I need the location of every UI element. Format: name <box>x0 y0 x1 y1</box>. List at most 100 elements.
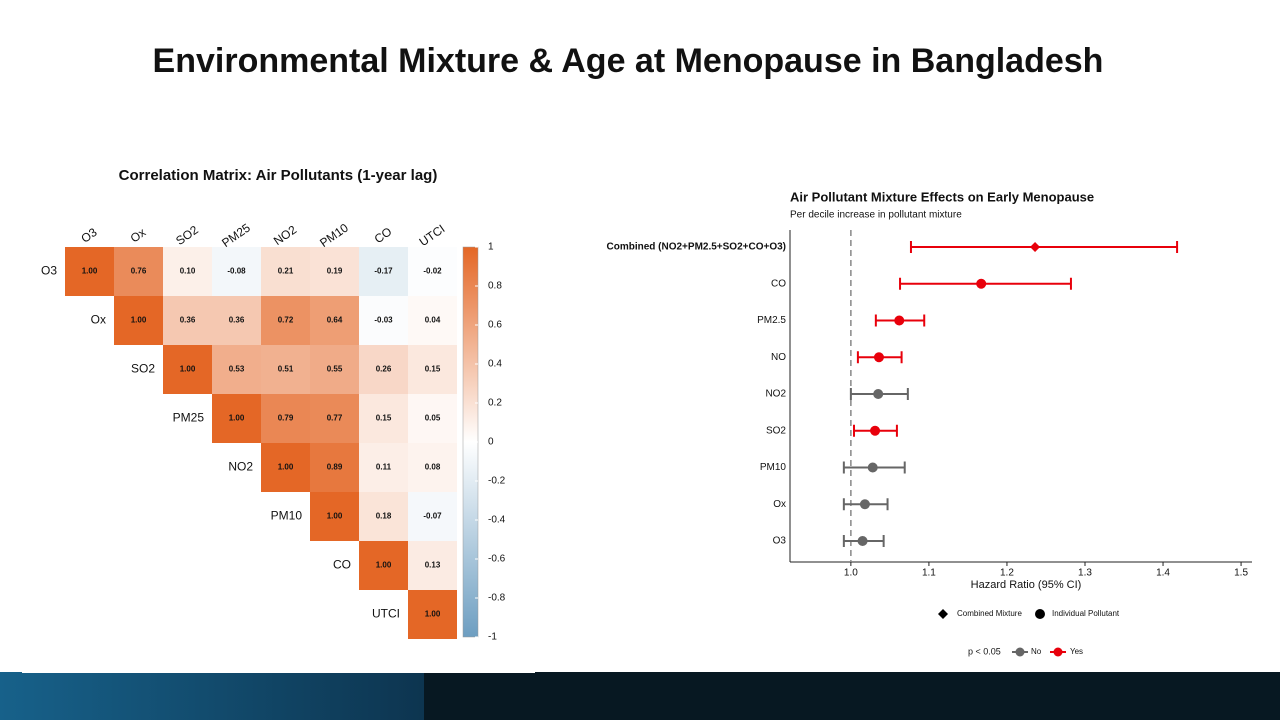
cell-label: 0.76 <box>131 267 147 276</box>
heatmap-cell <box>359 394 408 443</box>
row-label: NO2 <box>228 460 253 474</box>
cell-label: -0.17 <box>374 267 393 276</box>
cell-label: 0.10 <box>180 267 196 276</box>
heatmap-cell <box>114 296 163 345</box>
y-tick-label: O3 <box>773 536 787 547</box>
heatmap-cell <box>359 541 408 590</box>
heatmap-cell <box>310 296 359 345</box>
legend-marker <box>1015 647 1025 657</box>
error-bar <box>909 241 1179 253</box>
slide-title: Environmental Mixture & Age at Menopause… <box>153 42 1104 80</box>
legend-marker <box>1035 609 1045 619</box>
cell-label: 1.00 <box>327 512 343 521</box>
cell-label: 0.15 <box>376 414 392 423</box>
heatmap-cell <box>408 247 457 296</box>
colorbar-tick-label: -0.4 <box>488 515 506 526</box>
heatmap-cell <box>359 296 408 345</box>
heatmap-cell <box>261 443 310 492</box>
heatmap-cell <box>261 345 310 394</box>
point-estimate <box>857 536 868 546</box>
x-axis-label: Hazard Ratio (95% CI) <box>971 579 1082 591</box>
colorbar-tick-label: 0.8 <box>488 281 502 292</box>
cell-label: 0.05 <box>425 414 441 423</box>
cell-label: -0.08 <box>227 267 246 276</box>
cell-label: 0.53 <box>229 365 245 374</box>
cell-label: 1.00 <box>229 414 245 423</box>
heatmap-cell <box>163 345 212 394</box>
cell-label: 0.72 <box>278 316 294 325</box>
forest-title: Air Pollutant Mixture Effects on Early M… <box>790 189 1094 204</box>
cell-label: 0.26 <box>376 365 392 374</box>
y-tick-label: NO2 <box>765 389 786 400</box>
point-estimate <box>894 315 905 326</box>
cell-label: -0.07 <box>423 512 442 521</box>
heatmap-cell <box>310 394 359 443</box>
y-tick-label: PM2.5 <box>757 315 786 326</box>
cell-label: -0.02 <box>423 267 442 276</box>
heatmap-cell <box>408 541 457 590</box>
heatmap-cell <box>310 345 359 394</box>
point-estimate <box>976 278 987 289</box>
legend-marker <box>938 609 948 619</box>
cell-label: 0.15 <box>425 365 441 374</box>
point-estimate <box>859 499 870 510</box>
colorbar-tick-label: 0.6 <box>488 320 502 331</box>
heatmap-cell <box>359 345 408 394</box>
heatmap-cell <box>310 247 359 296</box>
heatmap-cell <box>114 247 163 296</box>
row-label: UTCI <box>372 607 400 621</box>
legend-title: p < 0.05 <box>968 646 1001 656</box>
heatmap-cell <box>212 345 261 394</box>
heatmap-cell <box>408 394 457 443</box>
heatmap-cell <box>310 492 359 541</box>
heatmap-cell <box>408 590 457 639</box>
heatmap-cell <box>212 247 261 296</box>
point-estimate <box>1030 242 1041 252</box>
heatmap-cell <box>163 247 212 296</box>
colorbar-tick-label: -0.2 <box>488 476 506 487</box>
colorbar-tick-label: 0 <box>488 437 494 448</box>
heatmap-cell <box>212 394 261 443</box>
x-tick-label: 1.3 <box>1078 568 1092 579</box>
heatmap-cell <box>408 345 457 394</box>
legend-label: Combined Mixture <box>957 609 1022 618</box>
cell-label: 1.00 <box>376 561 392 570</box>
x-tick-label: 1.4 <box>1156 568 1170 579</box>
x-tick-label: 1.2 <box>1000 568 1014 579</box>
heatmap-cell <box>359 443 408 492</box>
cell-label: 0.04 <box>425 316 441 325</box>
cell-label: 1.00 <box>278 463 294 472</box>
cell-label: 0.18 <box>376 512 392 521</box>
y-tick-label: Combined (NO2+PM2.5+SO2+CO+O3) <box>607 242 787 253</box>
legend-label: No <box>1031 647 1042 656</box>
cell-label: 0.51 <box>278 365 294 374</box>
legend-label: Individual Pollutant <box>1052 609 1120 618</box>
row-label: O3 <box>41 264 57 278</box>
cell-label: 0.08 <box>425 463 441 472</box>
cell-label: 0.21 <box>278 267 294 276</box>
heatmap-cell <box>65 247 114 296</box>
footer-band-right <box>424 672 1280 720</box>
cell-label: 0.19 <box>327 267 343 276</box>
cell-label: 0.36 <box>180 316 196 325</box>
row-label: PM10 <box>271 509 303 523</box>
y-tick-label: CO <box>771 278 786 289</box>
x-tick-label: 1.0 <box>844 568 858 579</box>
cell-label: 0.36 <box>229 316 245 325</box>
heatmap-cell <box>359 247 408 296</box>
heatmap-cell <box>310 443 359 492</box>
y-tick-label: SO2 <box>766 425 786 436</box>
heatmap-cell <box>163 296 212 345</box>
forest-subtitle: Per decile increase in pollutant mixture <box>790 210 962 221</box>
colorbar-tick-label: 0.4 <box>488 359 502 370</box>
cell-label: 0.13 <box>425 561 441 570</box>
point-estimate <box>873 389 884 399</box>
cell-label: 1.00 <box>180 365 196 374</box>
cell-label: -0.03 <box>374 316 393 325</box>
cell-label: 0.77 <box>327 414 343 423</box>
heatmap-cell <box>408 443 457 492</box>
cell-label: 0.55 <box>327 365 343 374</box>
y-tick-label: Ox <box>773 499 786 510</box>
